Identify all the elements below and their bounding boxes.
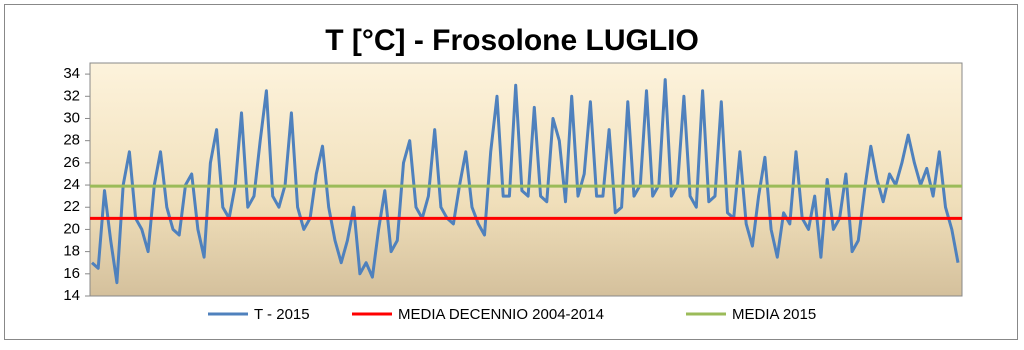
chart-title: T [°C] - Frosolone LUGLIO	[325, 24, 699, 57]
temperature-line	[90, 78, 960, 285]
y-tick-label: 30	[63, 109, 80, 126]
y-tick-label: 24	[63, 176, 80, 193]
y-tick-label: 14	[63, 287, 80, 304]
legend-label: MEDIA DECENNIO 2004-2014	[398, 306, 604, 323]
y-tick-label: 20	[63, 220, 80, 237]
legend-label: T - 2015	[254, 306, 310, 323]
y-tick-label: 28	[63, 132, 80, 149]
y-tick-label: 34	[63, 65, 80, 82]
y-tick-label: 18	[63, 243, 80, 260]
legend-label: MEDIA 2015	[732, 306, 816, 323]
y-tick-label: 22	[63, 198, 80, 215]
y-tick-label: 26	[63, 154, 80, 171]
y-tick-label: 32	[63, 87, 80, 104]
y-tick-label: 16	[63, 265, 80, 282]
